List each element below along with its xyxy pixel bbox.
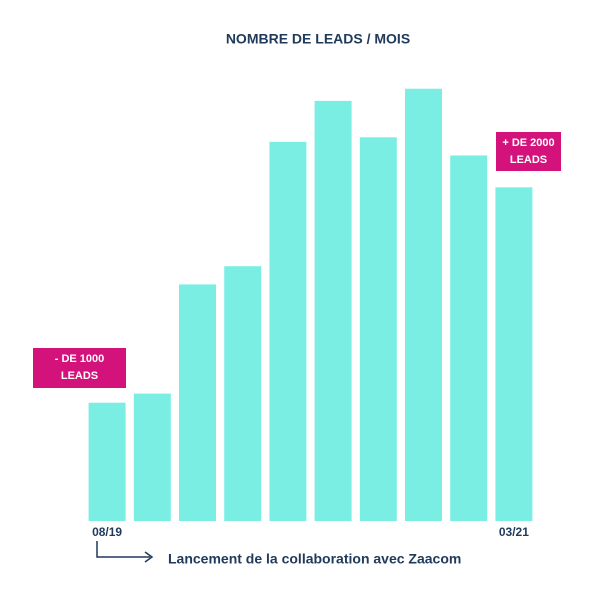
arrow: [96, 541, 150, 558]
bar: [405, 88, 442, 521]
bar: [314, 100, 352, 521]
x-tick-label: 03/21: [499, 525, 529, 539]
note: Lancement de la collaboration avec Zaaco…: [168, 551, 461, 567]
annotation-text: LEADS: [61, 370, 98, 382]
bar: [269, 141, 307, 522]
bar: [88, 402, 126, 521]
bar: [359, 137, 397, 522]
bar: [224, 266, 262, 521]
bar: [179, 284, 216, 521]
x-tick-label: 08/19: [92, 525, 122, 539]
bar: [495, 187, 533, 522]
annotation-text: - DE 1000: [55, 353, 105, 365]
annotation-badge: [33, 348, 126, 388]
annotation-text: LEADS: [510, 154, 547, 166]
annotation-text: + DE 2000: [502, 137, 554, 149]
arrow-head: [144, 551, 154, 563]
bar: [450, 155, 488, 521]
chart-title: NOMBRE DE LEADS / MOIS: [226, 31, 410, 47]
bar: [133, 393, 171, 521]
annotation-badge: [496, 132, 561, 171]
